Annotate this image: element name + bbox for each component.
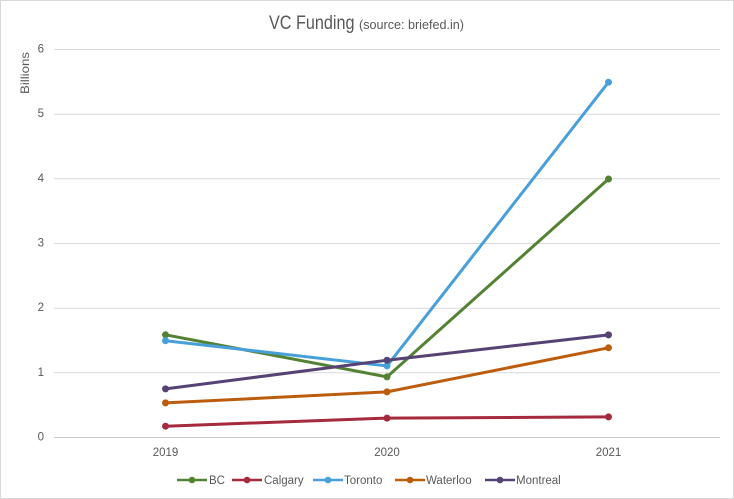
svg-text:1: 1 xyxy=(38,367,44,379)
svg-text:3: 3 xyxy=(38,238,44,250)
svg-text:6: 6 xyxy=(38,44,44,56)
svg-text:VC Funding: VC Funding xyxy=(269,13,355,34)
svg-text:2020: 2020 xyxy=(374,447,400,459)
svg-text:2: 2 xyxy=(38,302,44,314)
svg-text:Toronto: Toronto xyxy=(344,475,382,487)
svg-text:BC: BC xyxy=(209,475,225,487)
svg-text:Waterloo: Waterloo xyxy=(426,475,472,487)
svg-text:Billions: Billions xyxy=(18,52,32,94)
svg-text:5: 5 xyxy=(38,108,44,120)
svg-text:0: 0 xyxy=(38,432,44,444)
svg-text:2021: 2021 xyxy=(596,447,622,459)
svg-text:Calgary: Calgary xyxy=(264,475,304,487)
svg-text:(source: briefed.in): (source: briefed.in) xyxy=(359,17,464,32)
svg-text:2019: 2019 xyxy=(153,447,179,459)
svg-text:Montreal: Montreal xyxy=(516,475,561,487)
svg-text:4: 4 xyxy=(38,173,45,185)
